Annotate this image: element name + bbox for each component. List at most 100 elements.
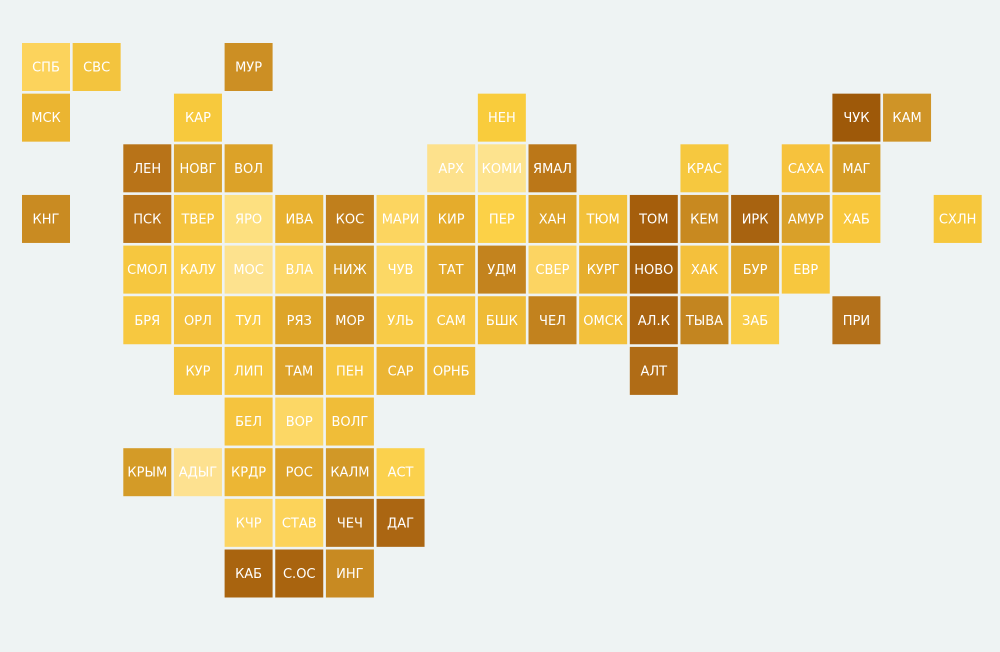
region-tile bbox=[477, 194, 526, 243]
region-tile bbox=[275, 296, 324, 345]
region-tile bbox=[275, 448, 324, 497]
region-tile bbox=[123, 296, 172, 345]
region-tile bbox=[275, 346, 324, 395]
region-label: ВОЛ bbox=[234, 162, 263, 177]
region-tile bbox=[781, 245, 830, 294]
region-tile bbox=[528, 296, 577, 345]
region-label: КАЛМ bbox=[330, 466, 369, 481]
region-label: ОРЛ bbox=[184, 314, 212, 329]
region-label: ХАБ bbox=[843, 212, 870, 227]
region-label: КАЛУ bbox=[180, 263, 216, 278]
region-tile bbox=[629, 245, 678, 294]
region-label: ПЕН bbox=[336, 364, 364, 379]
region-tile bbox=[376, 296, 425, 345]
region-tile bbox=[781, 194, 830, 243]
region-label: КЕМ bbox=[690, 212, 719, 227]
region-label: ИВА bbox=[285, 212, 313, 227]
region-label: КИР bbox=[438, 212, 465, 227]
region-tile bbox=[427, 296, 476, 345]
region-label: ВОР bbox=[286, 415, 313, 430]
region-label: БЕЛ bbox=[235, 415, 262, 430]
region-label: КУРГ bbox=[587, 263, 620, 278]
region-tile bbox=[427, 245, 476, 294]
region-label: КОС bbox=[336, 212, 365, 227]
region-tile bbox=[22, 43, 70, 91]
region-tile bbox=[22, 93, 70, 142]
region-tile bbox=[629, 296, 678, 345]
region-tile bbox=[832, 144, 881, 193]
region-label: САМ bbox=[437, 314, 466, 329]
region-label: КУР bbox=[185, 364, 210, 379]
region-label: РЯЗ bbox=[287, 314, 312, 329]
region-label: ТЮМ bbox=[586, 212, 620, 227]
region-tile bbox=[376, 498, 425, 547]
region-tile bbox=[477, 93, 526, 142]
region-label: ИНГ bbox=[336, 567, 364, 582]
region-tile bbox=[579, 296, 628, 345]
region-tile bbox=[123, 144, 172, 193]
region-tile bbox=[629, 194, 678, 243]
region-label: МУР bbox=[235, 61, 262, 76]
region-tile bbox=[579, 194, 628, 243]
region-label: ЕВР bbox=[793, 263, 818, 278]
region-label: ЛИП bbox=[234, 364, 263, 379]
region-tile bbox=[528, 144, 577, 193]
region-tile bbox=[376, 346, 425, 395]
region-label: ХАН bbox=[539, 212, 567, 227]
region-label: СВС bbox=[83, 61, 110, 76]
region-tile bbox=[680, 245, 729, 294]
region-label: ЛЕН bbox=[133, 162, 161, 177]
region-tile bbox=[173, 346, 222, 395]
region-tile bbox=[22, 194, 70, 243]
region-tile bbox=[477, 296, 526, 345]
region-tile bbox=[224, 245, 273, 294]
region-tile bbox=[933, 194, 982, 243]
region-label: БУР bbox=[743, 263, 768, 278]
region-label: УЛЬ bbox=[387, 314, 414, 329]
region-label: ТУЛ bbox=[235, 314, 262, 329]
region-tile bbox=[477, 245, 526, 294]
region-label: СТАВ bbox=[282, 516, 317, 531]
region-label: ЧУВ bbox=[388, 263, 414, 278]
region-label: ПСК bbox=[133, 212, 161, 227]
region-label: АЛТ bbox=[640, 364, 667, 379]
region-label: БШК bbox=[486, 314, 518, 329]
region-label: ТОМ bbox=[638, 212, 668, 227]
region-label: ЧУК bbox=[843, 111, 869, 126]
region-label: ДАГ bbox=[387, 516, 414, 531]
region-tile bbox=[72, 43, 121, 91]
region-tile bbox=[325, 448, 374, 497]
region-tile bbox=[427, 346, 476, 395]
region-tile bbox=[680, 194, 729, 243]
region-tile bbox=[173, 245, 222, 294]
region-tile bbox=[477, 144, 526, 193]
region-label: БРЯ bbox=[134, 314, 160, 329]
region-tile bbox=[325, 296, 374, 345]
region-tile bbox=[731, 296, 780, 345]
region-label: НОВГ bbox=[180, 162, 217, 177]
region-tile bbox=[275, 194, 324, 243]
region-label: УДМ bbox=[487, 263, 516, 278]
region-label: ТВЕР bbox=[180, 212, 214, 227]
region-tile bbox=[832, 93, 881, 142]
region-label: КРДР bbox=[231, 466, 266, 481]
region-label: ТАТ bbox=[438, 263, 464, 278]
region-label: КРЫМ bbox=[127, 466, 167, 481]
region-tile bbox=[173, 194, 222, 243]
region-tile bbox=[224, 397, 273, 446]
region-tile bbox=[224, 498, 273, 547]
region-tile bbox=[832, 296, 881, 345]
region-tile bbox=[173, 296, 222, 345]
region-tile bbox=[275, 245, 324, 294]
region-label: КОМИ bbox=[482, 162, 522, 177]
region-label: ПЕР bbox=[489, 212, 515, 227]
region-label: КНГ bbox=[33, 212, 60, 227]
region-label: КАМ bbox=[892, 111, 921, 126]
region-label: ИРК bbox=[742, 212, 769, 227]
region-tile bbox=[224, 296, 273, 345]
region-label: НЕН bbox=[488, 111, 516, 126]
region-label: АЛ.К bbox=[638, 314, 670, 329]
region-tile bbox=[680, 144, 729, 193]
region-tile bbox=[832, 194, 881, 243]
